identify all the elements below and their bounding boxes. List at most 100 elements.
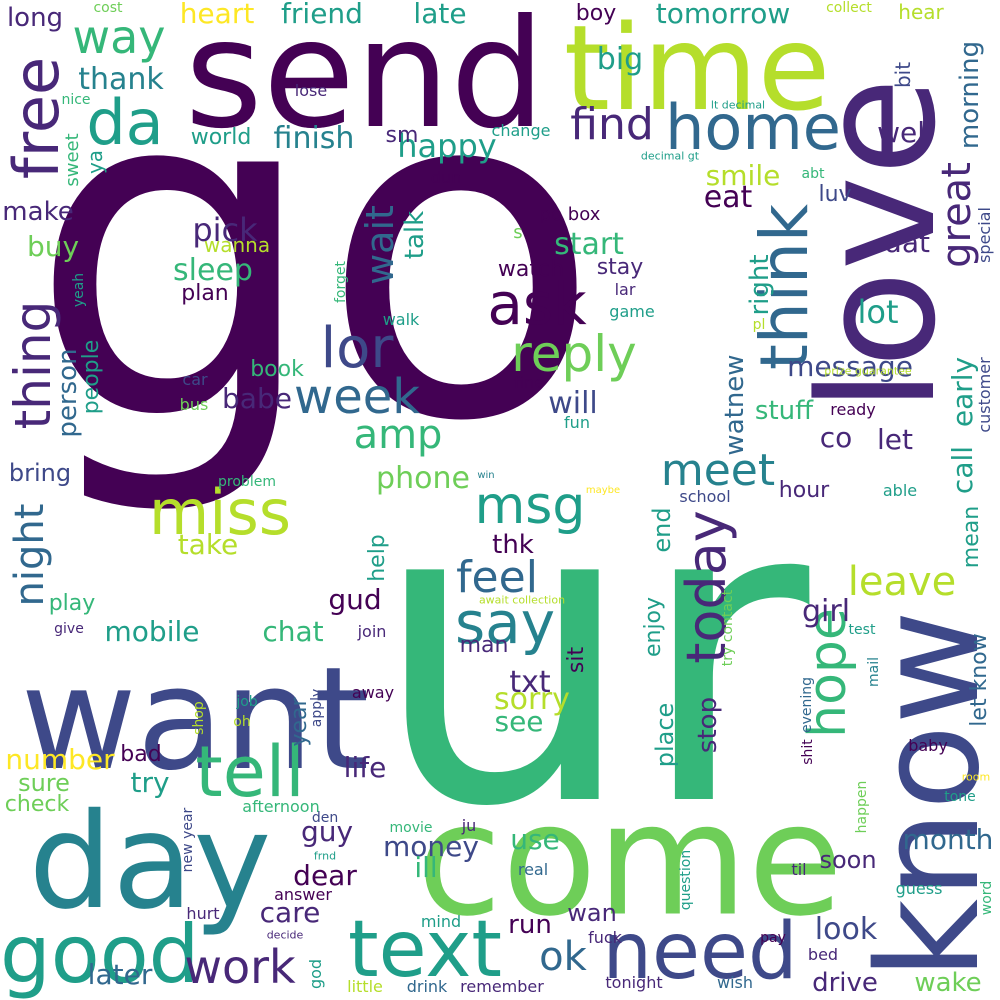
word-come: come xyxy=(416,769,844,951)
word-apply: apply xyxy=(309,688,325,728)
word-enjoy: enjoy xyxy=(641,596,666,658)
word-great: great xyxy=(934,162,980,268)
word-little: little xyxy=(347,977,383,996)
word-say: say xyxy=(454,589,556,657)
word-watnew: watnew xyxy=(720,354,750,456)
word-eat: eat xyxy=(703,180,753,215)
word-fuck: fuck xyxy=(588,928,622,947)
word-message: message xyxy=(787,350,913,383)
word-join: join xyxy=(357,622,387,641)
word-ready: ready xyxy=(830,400,876,419)
word-reply: reply xyxy=(511,325,637,383)
word-test: test xyxy=(848,622,876,638)
word-people: people xyxy=(79,339,104,415)
word-later: later xyxy=(87,958,153,991)
word-place: place xyxy=(651,702,679,768)
word-call: call xyxy=(946,445,979,495)
word-pay: pay xyxy=(760,930,786,946)
word-meet: meet xyxy=(660,445,776,496)
word-ya: ya xyxy=(83,149,107,175)
word-week: week xyxy=(293,369,421,425)
word-use: use xyxy=(510,823,560,856)
word-mean: mean xyxy=(959,505,984,569)
word-change: change xyxy=(491,121,551,140)
word-forget: forget xyxy=(333,261,349,303)
word-evening: evening xyxy=(799,676,815,734)
word-lt-decimal: lt decimal xyxy=(710,98,766,112)
word-yeah: yeah xyxy=(71,272,87,308)
word-try: try xyxy=(130,766,170,799)
word-home: home xyxy=(665,91,841,164)
word-stay: stay xyxy=(596,255,644,280)
word-lor: lor xyxy=(320,316,394,381)
word-job: job xyxy=(236,694,258,710)
word-hurt: hurt xyxy=(186,904,220,923)
word-help: help xyxy=(365,534,390,582)
word-man: man xyxy=(459,633,509,658)
word-win: win xyxy=(477,470,495,481)
word-want: want xyxy=(20,637,370,802)
word-bus: bus xyxy=(179,395,209,414)
word-soon: soon xyxy=(819,846,877,874)
word-person: person xyxy=(53,348,83,438)
word-sit: sit xyxy=(564,646,589,674)
word-world: world xyxy=(190,125,252,150)
word-wait: wait xyxy=(358,205,402,285)
word-word: word xyxy=(979,880,995,916)
word-ill: ill xyxy=(414,851,438,884)
word-stuff: stuff xyxy=(754,396,814,426)
word-pick: pick xyxy=(192,211,258,249)
word-wish: wish xyxy=(716,973,754,992)
word-care: care xyxy=(259,896,321,929)
word-tomorrow: tomorrow xyxy=(655,0,791,30)
word-see: see xyxy=(494,705,544,738)
word-thing: thing xyxy=(4,300,62,430)
word-phone: phone xyxy=(376,461,470,496)
word-take: take xyxy=(177,528,239,561)
word-talk: talk xyxy=(400,210,430,260)
word-bed: bed xyxy=(807,945,839,964)
word-good: good xyxy=(0,908,200,1000)
word-dun: dun xyxy=(430,168,462,187)
word-po-box: po box xyxy=(539,204,601,225)
word-lar: lar xyxy=(614,280,636,299)
word-free: free xyxy=(0,56,73,180)
word-lot: lot xyxy=(857,293,899,331)
word-thank: thank xyxy=(78,62,164,97)
word-amp: amp xyxy=(353,412,443,458)
word-watch: watch xyxy=(497,257,565,282)
word-school: school xyxy=(679,487,731,506)
word-year: year xyxy=(287,697,312,747)
word-try-contact: try contact xyxy=(720,589,736,667)
word-book: book xyxy=(250,357,304,382)
word-await-collection: await collection xyxy=(478,593,566,607)
word-den: den xyxy=(311,810,339,826)
word-money: money xyxy=(383,830,479,863)
word-away: away xyxy=(351,683,395,702)
word-co: co xyxy=(819,421,853,454)
word-shit: shit xyxy=(800,739,816,765)
word-end: end xyxy=(648,507,676,553)
word-guess: guess xyxy=(895,879,943,898)
word-txt: txt xyxy=(509,665,551,700)
word-cost: cost xyxy=(93,0,123,16)
word-send: send xyxy=(184,0,546,162)
word-find: find xyxy=(570,99,654,150)
word-gud: gud xyxy=(328,583,382,616)
word-early: early xyxy=(946,356,979,428)
word-friend: friend xyxy=(281,0,363,30)
word-ju: ju xyxy=(461,816,477,835)
word-guy: guy xyxy=(300,815,354,848)
word-bring: bring xyxy=(8,459,72,487)
word-right: right xyxy=(745,254,775,316)
word-mind: mind xyxy=(420,912,462,931)
word-night: night xyxy=(7,503,53,607)
word-long: long xyxy=(6,3,64,33)
word-let: let xyxy=(877,423,913,456)
word-make: make xyxy=(2,197,74,227)
word-day: day xyxy=(28,785,272,939)
word-frnd: frnd xyxy=(313,849,337,863)
word-well: well xyxy=(877,116,933,149)
word-feel: feel xyxy=(456,552,538,603)
